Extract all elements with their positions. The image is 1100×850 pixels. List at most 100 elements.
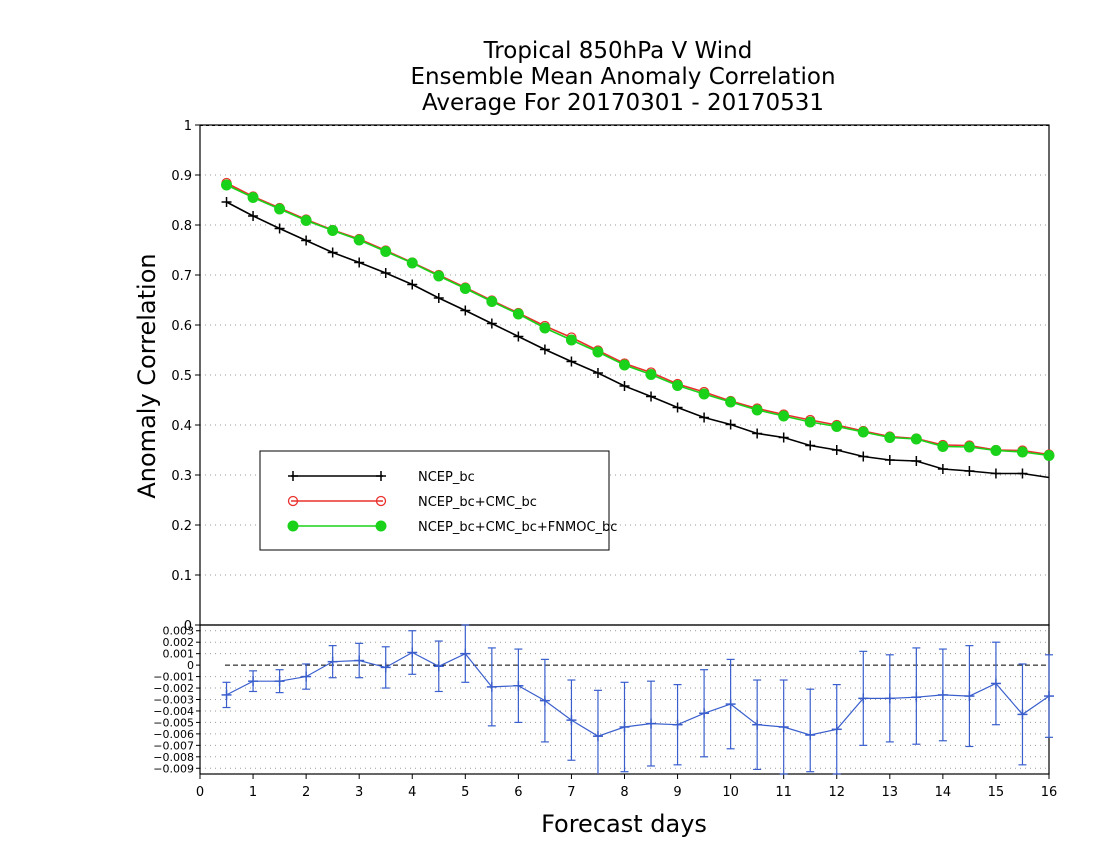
y-tick-label: −0.003 [153, 694, 194, 707]
data-point [937, 441, 949, 452]
data-point [375, 495, 387, 507]
data-point [539, 344, 550, 355]
y-tick-label: 0.5 [171, 369, 192, 384]
data-point [353, 234, 365, 246]
y-tick-label: −0.004 [153, 705, 194, 718]
data-point [301, 671, 312, 682]
y-tick-label: −0.002 [153, 682, 194, 695]
x-tick-label: 4 [408, 785, 416, 800]
data-point [884, 432, 896, 443]
data-point [725, 419, 736, 430]
data-point [884, 693, 895, 704]
y-tick-label: −0.007 [153, 739, 194, 752]
y-tick-label: 0.2 [171, 519, 192, 534]
x-tick-label: 14 [935, 785, 952, 800]
bottom-panel-gridlines [200, 630, 1049, 769]
data-point [433, 293, 444, 303]
data-point [274, 203, 286, 215]
x-tick-label: 1 [249, 785, 257, 800]
x-tick-label: 15 [988, 785, 1005, 800]
data-point [539, 695, 550, 706]
x-tick-label: 16 [1041, 785, 1058, 800]
data-point [354, 257, 365, 268]
data-point [937, 464, 948, 474]
data-point [566, 356, 577, 367]
difference-series [221, 624, 1054, 775]
data-point [858, 693, 869, 704]
data-point [646, 391, 657, 402]
data-point [964, 466, 975, 476]
data-point [1044, 691, 1054, 702]
data-point [619, 381, 630, 391]
x-axis-ticks: 0 1 2 3 4 5 6 7 8 9 10 11 12 13 14 15 16 [196, 774, 1057, 800]
data-point [990, 678, 1001, 689]
y-tick-label: 0.3 [171, 469, 192, 484]
data-point [831, 724, 842, 735]
data-point [221, 689, 232, 700]
data-point [672, 719, 683, 730]
data-point [778, 410, 790, 422]
data-point [460, 648, 471, 659]
data-point [1043, 450, 1055, 461]
x-tick-label: 2 [302, 785, 310, 800]
data-point [513, 680, 524, 691]
data-point [287, 520, 299, 532]
data-point [288, 471, 298, 481]
data-point [646, 718, 657, 729]
data-point [698, 388, 710, 400]
data-point [354, 655, 365, 666]
data-point [486, 296, 498, 307]
series-line [226, 201, 1050, 479]
x-axis-title: Forecast days [541, 810, 707, 838]
data-point [592, 368, 603, 378]
x-tick-label: 10 [722, 785, 739, 800]
data-point [990, 468, 1001, 479]
data-point [248, 676, 259, 687]
data-point [380, 662, 391, 673]
bottom-panel-series [221, 624, 1054, 775]
data-point [274, 223, 285, 234]
y-tick-label: 0.9 [171, 169, 192, 184]
legend-entry: NCEP_bc [288, 470, 475, 485]
bottom-y-axis-ticks: 0.0030.0020.0010−0.001−0.002−0.003−0.004… [153, 625, 200, 775]
x-tick-label: 11 [775, 785, 792, 800]
data-point [486, 681, 497, 692]
data-point [911, 456, 922, 466]
data-point [592, 731, 603, 742]
data-point [460, 305, 471, 316]
y-tick-label: 0.003 [163, 625, 195, 638]
y-tick-label: 0.4 [171, 419, 192, 434]
data-point [751, 404, 763, 416]
data-point [805, 440, 816, 451]
data-point [911, 692, 922, 703]
y-tick-label: −0.008 [153, 751, 194, 764]
series-2 [221, 177, 1055, 460]
y-tick-label: 0.001 [163, 648, 195, 661]
x-tick-label: 6 [514, 785, 522, 800]
y-tick-label: −0.001 [153, 671, 194, 684]
x-tick-label: 12 [828, 785, 845, 800]
series-line [226, 182, 1050, 456]
data-point [857, 426, 869, 438]
data-point [804, 416, 816, 428]
y-tick-label: 0 [187, 659, 194, 672]
data-point [964, 691, 975, 702]
data-point [990, 445, 1002, 456]
data-point [221, 197, 232, 207]
data-point [513, 331, 524, 342]
top-panel-series [221, 177, 1055, 479]
data-point [858, 451, 869, 462]
data-point [327, 225, 339, 236]
data-point [805, 730, 816, 741]
data-point [1016, 446, 1028, 458]
x-tick-label: 9 [673, 785, 681, 800]
data-point [539, 322, 551, 334]
y-tick-label: −0.009 [153, 762, 194, 775]
data-point [752, 428, 763, 439]
data-point [1017, 709, 1028, 720]
top-y-axis-ticks: 0 0.1 0.2 0.3 0.4 0.5 0.6 0.7 0.8 0.9 1 [171, 119, 200, 634]
chart-title: Tropical 850hPa V Wind Ensemble Mean Ano… [410, 38, 835, 116]
data-point [752, 719, 763, 730]
y-axis-title: Anomaly Correlation [133, 253, 161, 498]
data-point [778, 722, 789, 733]
